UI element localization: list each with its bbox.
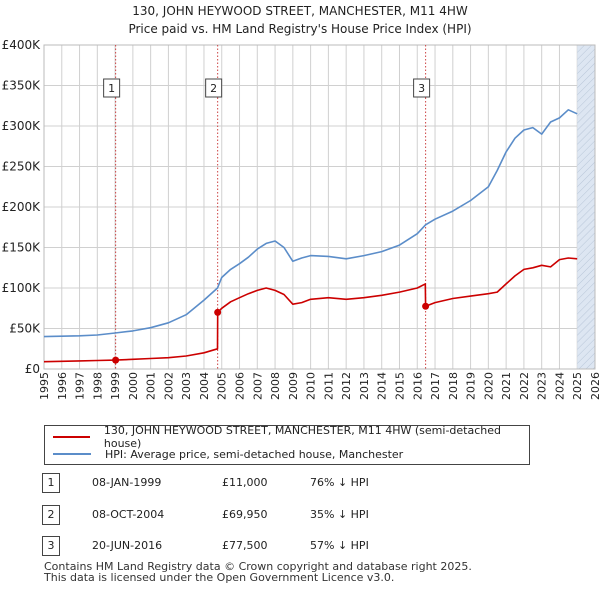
footer-attribution: Contains HM Land Registry data © Crown c… <box>44 561 472 583</box>
x-tick-label: 1995 <box>38 372 51 400</box>
x-tick-label: 2026 <box>589 372 600 400</box>
series-line-price-paid <box>43 257 578 363</box>
sale-marker-box <box>413 78 431 98</box>
x-tick-label: 2000 <box>127 372 140 400</box>
y-tick-label: £0 <box>25 362 40 376</box>
price-chart: 130, JOHN HEYWOOD STREET, MANCHESTER, M1… <box>2 4 600 400</box>
legend-label-hpi: HPI: Average price, semi-detached house,… <box>105 447 404 461</box>
x-tick-label: 2023 <box>536 372 549 400</box>
plot-border <box>43 44 596 370</box>
x-tick-label: 2011 <box>322 372 335 400</box>
y-tick-label: £150K <box>2 241 42 255</box>
transaction-date: 08-OCT-2004 <box>92 508 165 521</box>
y-tick-label: £350K <box>2 79 42 93</box>
x-tick-label: 2021 <box>500 372 513 400</box>
chart-subtitle: Price paid vs. HM Land Registry's House … <box>128 22 471 36</box>
x-tick-label: 2007 <box>251 372 264 400</box>
x-tick-label: 2010 <box>305 372 318 400</box>
x-tick-label: 2014 <box>376 372 389 400</box>
x-tick-label: 2005 <box>216 372 229 400</box>
x-tick-label: 2013 <box>358 372 371 400</box>
sale-marker-label: 2 <box>210 82 217 95</box>
transaction-badge: 2 <box>42 505 60 525</box>
sale-marker-box <box>103 78 121 98</box>
chart-legend: 130, JOHN HEYWOOD STREET, MANCHESTER, M1… <box>44 424 530 465</box>
x-tick-label: 1997 <box>74 372 87 400</box>
legend-swatch-price-paid <box>53 436 90 438</box>
sale-marker-label: 1 <box>108 82 115 95</box>
y-tick-label: £200K <box>2 200 42 214</box>
y-tick-label: £300K <box>2 119 42 133</box>
sale-point <box>214 308 222 316</box>
x-tick-label: 2003 <box>180 372 193 400</box>
y-tick-label: £400K <box>2 38 42 52</box>
transaction-date: 20-JUN-2016 <box>92 539 163 552</box>
x-tick-label: 2019 <box>465 372 478 400</box>
transaction-hpi-diff: 35% ↓ HPI <box>310 508 369 521</box>
sale-marker-label: 3 <box>418 82 425 95</box>
sale-point <box>422 302 430 310</box>
x-tick-label: 2001 <box>145 372 158 400</box>
y-tick-label: £50K <box>9 322 41 336</box>
series-line-hpi <box>43 109 578 338</box>
x-tick-label: 2006 <box>234 372 247 400</box>
transaction-badge: 3 <box>42 536 60 556</box>
footer-line-1: Contains HM Land Registry data © Crown c… <box>44 560 472 573</box>
legend-swatch-hpi <box>53 453 91 455</box>
x-tick-label: 2020 <box>482 372 495 400</box>
transaction-hpi-diff: 57% ↓ HPI <box>310 539 369 552</box>
transaction-date: 08-JAN-1999 <box>92 476 162 489</box>
transaction-price: £11,000 <box>222 476 268 489</box>
x-tick-label: 2002 <box>162 372 175 400</box>
sale-point <box>112 356 120 364</box>
x-tick-label: 1999 <box>109 372 122 400</box>
chart-title: 130, JOHN HEYWOOD STREET, MANCHESTER, M1… <box>132 4 468 18</box>
x-tick-label: 2015 <box>393 372 406 400</box>
transaction-price: £69,950 <box>222 508 268 521</box>
x-tick-label: 2012 <box>340 372 353 400</box>
legend-item-price-paid: 130, JOHN HEYWOOD STREET, MANCHESTER, M1… <box>53 424 529 450</box>
x-tick-label: 2017 <box>429 372 442 400</box>
x-tick-label: 2009 <box>287 372 300 400</box>
footer-line-2: This data is licensed under the Open Gov… <box>44 571 395 584</box>
x-tick-label: 2004 <box>198 372 211 400</box>
transaction-badge: 1 <box>42 473 60 493</box>
future-hatch <box>577 45 595 369</box>
transaction-price: £77,500 <box>222 539 268 552</box>
legend-item-hpi: HPI: Average price, semi-detached house,… <box>53 446 403 462</box>
legend-label-price-paid: 130, JOHN HEYWOOD STREET, MANCHESTER, M1… <box>103 424 501 450</box>
x-tick-label: 2025 <box>571 372 584 400</box>
y-tick-label: £100K <box>2 281 42 295</box>
sale-marker-box <box>205 78 223 98</box>
y-tick-label: £250K <box>2 160 42 174</box>
x-tick-label: 2016 <box>411 372 424 400</box>
x-tick-label: 1998 <box>91 372 104 400</box>
x-tick-label: 2008 <box>269 372 282 400</box>
x-tick-label: 2022 <box>518 372 531 400</box>
x-tick-label: 2018 <box>447 372 460 400</box>
transaction-hpi-diff: 76% ↓ HPI <box>310 476 369 489</box>
x-tick-label: 2024 <box>553 372 566 400</box>
x-tick-label: 1996 <box>56 372 69 400</box>
